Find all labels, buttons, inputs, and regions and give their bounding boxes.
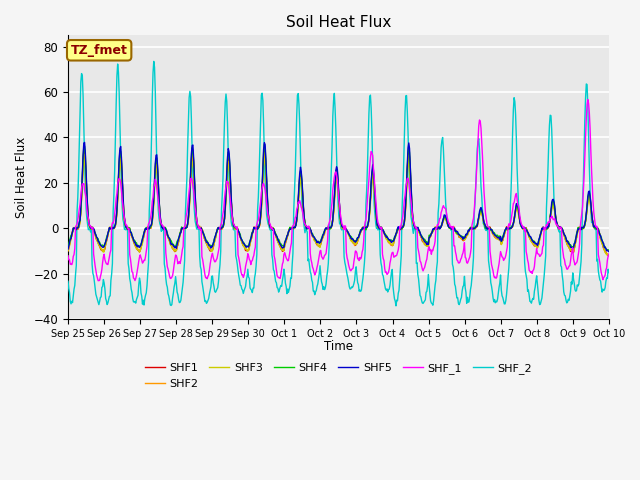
- SHF2: [420, 241, 428, 247]
- SHF4: [213, 229, 221, 235]
- SHF_2: [74, 194, 82, 200]
- SHF3: [605, 252, 612, 258]
- Line: SHF4: SHF4: [68, 144, 609, 250]
- SHF3: [213, 227, 221, 233]
- SHF1: [604, 252, 612, 258]
- SHF_1: [214, 252, 221, 258]
- SHF_2: [422, 297, 429, 303]
- SHF_1: [420, 264, 428, 270]
- Line: SHF3: SHF3: [68, 158, 609, 255]
- SHF_1: [186, 188, 193, 194]
- SHF_2: [406, 188, 413, 193]
- SHF5: [420, 239, 428, 244]
- SHF5: [131, 239, 138, 245]
- SHF2: [604, 252, 612, 258]
- Line: SHF5: SHF5: [68, 143, 609, 252]
- SHF1: [64, 248, 72, 253]
- Title: Soil Heat Flux: Soil Heat Flux: [286, 15, 391, 30]
- SHF2: [74, 226, 82, 232]
- SHF5: [405, 140, 413, 146]
- Line: SHF1: SHF1: [68, 149, 609, 255]
- SHF2: [260, 150, 268, 156]
- SHF1: [213, 228, 221, 234]
- Line: SHF_1: SHF_1: [68, 99, 609, 281]
- SHF3: [64, 248, 72, 253]
- SHF4: [184, 215, 192, 221]
- SHF_1: [405, 179, 413, 184]
- SHF1: [184, 216, 192, 222]
- SHF_2: [214, 285, 221, 290]
- SHF2: [184, 215, 192, 220]
- SHF_1: [95, 278, 102, 284]
- SHF2: [130, 239, 138, 244]
- SHF2: [605, 252, 612, 258]
- SHF_1: [74, 217, 82, 223]
- SHF3: [184, 217, 192, 223]
- SHF_1: [584, 96, 591, 102]
- SHF_1: [605, 251, 612, 257]
- SHF_1: [131, 276, 138, 282]
- SHF2: [405, 152, 413, 158]
- SHF5: [81, 140, 88, 145]
- SHF_2: [64, 278, 72, 284]
- Line: SHF2: SHF2: [68, 153, 609, 255]
- SHF2: [213, 228, 221, 234]
- X-axis label: Time: Time: [324, 340, 353, 353]
- SHF5: [74, 225, 82, 230]
- SHF1: [260, 146, 268, 152]
- SHF3: [405, 157, 413, 163]
- Legend: SHF1, SHF2, SHF3, SHF4, SHF5, SHF_1, SHF_2: SHF1, SHF2, SHF3, SHF4, SHF5, SHF_1, SHF…: [140, 359, 536, 393]
- SHF1: [605, 252, 612, 258]
- Text: TZ_fmet: TZ_fmet: [71, 44, 127, 57]
- SHF_2: [392, 303, 400, 309]
- SHF4: [74, 225, 82, 230]
- Line: SHF_2: SHF_2: [68, 61, 609, 306]
- SHF_2: [130, 299, 138, 305]
- SHF1: [420, 240, 428, 245]
- SHF1: [405, 148, 413, 154]
- SHF1: [130, 238, 138, 244]
- SHF3: [260, 156, 268, 161]
- SHF3: [420, 242, 428, 248]
- SHF1: [74, 226, 82, 232]
- SHF3: [74, 223, 82, 229]
- SHF4: [130, 237, 138, 242]
- SHF5: [64, 246, 72, 252]
- SHF3: [130, 237, 138, 243]
- SHF5: [214, 226, 221, 231]
- SHF5: [605, 249, 612, 254]
- SHF_2: [186, 95, 193, 100]
- SHF4: [605, 247, 612, 253]
- SHF_2: [605, 270, 612, 276]
- SHF5: [186, 204, 193, 210]
- SHF_2: [150, 59, 157, 64]
- Y-axis label: Soil Heat Flux: Soil Heat Flux: [15, 137, 28, 218]
- SHF4: [420, 236, 428, 242]
- SHF4: [260, 142, 268, 147]
- SHF_1: [64, 253, 72, 259]
- SHF4: [405, 144, 413, 150]
- SHF2: [64, 248, 72, 253]
- SHF4: [64, 244, 72, 250]
